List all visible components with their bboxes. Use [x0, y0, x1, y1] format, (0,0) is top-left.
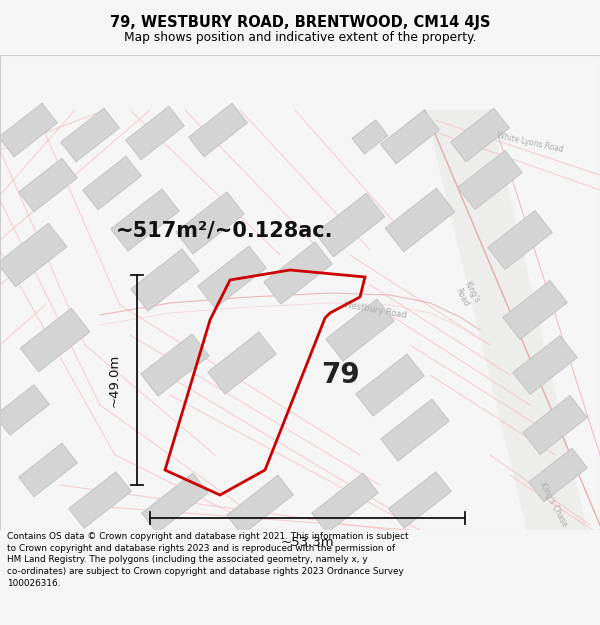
- Polygon shape: [142, 473, 208, 533]
- Text: King's Chase: King's Chase: [538, 481, 568, 529]
- Polygon shape: [380, 110, 439, 164]
- Polygon shape: [141, 334, 209, 396]
- Text: Westbury Road: Westbury Road: [343, 300, 407, 320]
- Polygon shape: [198, 246, 266, 308]
- Polygon shape: [188, 103, 247, 157]
- Polygon shape: [315, 193, 385, 257]
- Polygon shape: [61, 108, 119, 162]
- Polygon shape: [20, 308, 90, 372]
- Polygon shape: [176, 192, 244, 254]
- Polygon shape: [68, 472, 131, 528]
- Polygon shape: [425, 110, 600, 585]
- Text: Contains OS data © Crown copyright and database right 2021. This information is : Contains OS data © Crown copyright and d…: [7, 532, 409, 588]
- Polygon shape: [208, 332, 276, 394]
- Polygon shape: [458, 151, 522, 209]
- Polygon shape: [227, 475, 293, 535]
- Polygon shape: [381, 399, 449, 461]
- Polygon shape: [352, 120, 388, 154]
- Polygon shape: [131, 249, 199, 311]
- Text: King's
Road: King's Road: [453, 280, 481, 310]
- Polygon shape: [356, 354, 424, 416]
- Polygon shape: [513, 336, 577, 394]
- Polygon shape: [529, 448, 587, 502]
- Polygon shape: [385, 188, 455, 252]
- Polygon shape: [488, 211, 552, 269]
- Text: ~53.3m: ~53.3m: [281, 536, 334, 549]
- Text: 79: 79: [320, 361, 359, 389]
- Polygon shape: [83, 156, 142, 210]
- Polygon shape: [0, 103, 58, 157]
- Polygon shape: [111, 189, 179, 251]
- Polygon shape: [503, 281, 567, 339]
- Text: ~517m²/~0.128ac.: ~517m²/~0.128ac.: [116, 220, 334, 240]
- Polygon shape: [0, 385, 49, 435]
- Text: ~49.0m: ~49.0m: [108, 353, 121, 407]
- Text: White Lyons Road: White Lyons Road: [496, 131, 564, 154]
- Polygon shape: [311, 473, 379, 533]
- Text: Map shows position and indicative extent of the property.: Map shows position and indicative extent…: [124, 31, 476, 44]
- Polygon shape: [523, 396, 587, 454]
- Polygon shape: [125, 106, 184, 160]
- Polygon shape: [264, 242, 332, 304]
- Text: 79, WESTBURY ROAD, BRENTWOOD, CM14 4JS: 79, WESTBURY ROAD, BRENTWOOD, CM14 4JS: [110, 16, 490, 31]
- Polygon shape: [19, 158, 77, 212]
- Polygon shape: [451, 108, 509, 162]
- Polygon shape: [389, 472, 451, 528]
- Polygon shape: [19, 443, 77, 497]
- Polygon shape: [0, 223, 67, 287]
- Polygon shape: [326, 299, 394, 361]
